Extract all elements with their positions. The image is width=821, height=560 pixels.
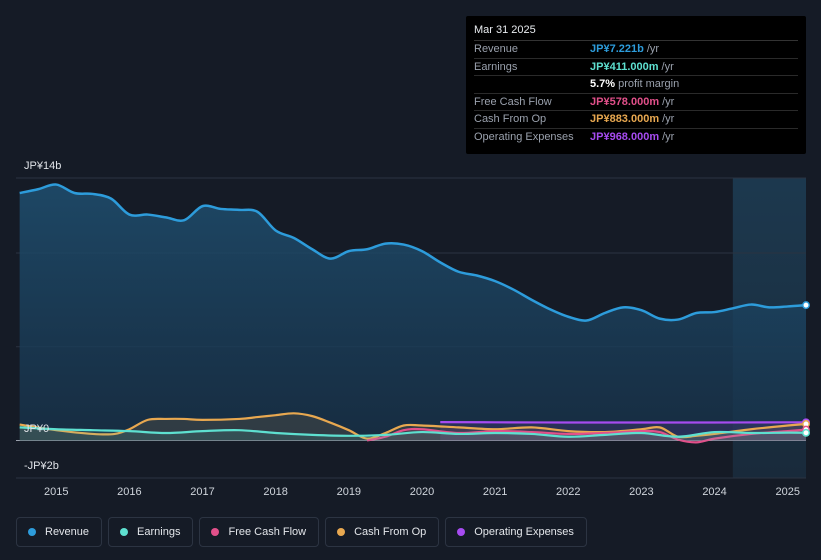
earnings-dot-icon bbox=[120, 528, 129, 536]
earnings-endpoint bbox=[802, 428, 810, 437]
tooltip-row-cash-from-op: Cash From Op JP¥883.000m /yr bbox=[474, 111, 798, 129]
tooltip-value: 5.7% bbox=[590, 78, 616, 91]
free-cash-flow-line bbox=[366, 427, 807, 444]
tooltip-unit: /yr bbox=[661, 60, 674, 73]
tooltip-label: Revenue bbox=[474, 43, 519, 56]
legend: Revenue Earnings Free Cash Flow Cash Fro… bbox=[16, 517, 587, 547]
tooltip-row-revenue: Revenue JP¥7.221b /yr bbox=[474, 41, 798, 59]
tooltip-value: JP¥411.000m bbox=[590, 60, 659, 73]
x-tick-label: 2025 bbox=[775, 486, 799, 498]
operating-expenses-dot-icon bbox=[457, 528, 466, 536]
x-tick-label: 2019 bbox=[337, 486, 361, 498]
tooltip-label: Operating Expenses bbox=[474, 130, 574, 143]
legend-item-revenue[interactable]: Revenue bbox=[16, 517, 103, 547]
x-tick-label: 2016 bbox=[117, 486, 141, 498]
tooltip-value: JP¥883.000m bbox=[590, 113, 660, 126]
x-tick-label: 2023 bbox=[629, 486, 653, 498]
tooltip-value: JP¥7.221b bbox=[590, 43, 644, 56]
tooltip: Mar 31 2025 Revenue JP¥7.221b /yr Earnin… bbox=[466, 16, 806, 154]
tooltip-unit: /yr bbox=[646, 43, 660, 56]
y-tick-label-zero: JP¥0 bbox=[24, 423, 50, 435]
tooltip-unit: /yr bbox=[662, 113, 675, 126]
legend-label: Operating Expenses bbox=[474, 526, 574, 538]
tooltip-value: JP¥968.000m bbox=[590, 130, 660, 143]
tooltip-date: Mar 31 2025 bbox=[474, 23, 798, 41]
cash-from-op-dot-icon bbox=[337, 528, 346, 536]
x-tick-label: 2015 bbox=[44, 486, 68, 498]
x-tick-label: 2024 bbox=[702, 486, 726, 498]
tooltip-label: Cash From Op bbox=[474, 113, 547, 126]
legend-item-earnings[interactable]: Earnings bbox=[108, 517, 194, 547]
legend-label: Earnings bbox=[137, 526, 181, 538]
tooltip-row-profit-margin: 5.7% profit margin bbox=[474, 76, 798, 94]
legend-item-free-cash-flow[interactable]: Free Cash Flow bbox=[199, 517, 320, 547]
y-tick-label-top: JP¥14b bbox=[24, 160, 62, 172]
x-tick-label: 2022 bbox=[556, 486, 580, 498]
tooltip-unit: profit margin bbox=[618, 78, 680, 91]
tooltip-row-earnings: Earnings JP¥411.000m /yr bbox=[474, 59, 798, 76]
x-tick-label: 2017 bbox=[190, 486, 214, 498]
legend-label: Cash From Op bbox=[354, 526, 427, 538]
revenue-area bbox=[19, 184, 806, 441]
x-tick-label: 2018 bbox=[263, 486, 287, 498]
revenue-endpoint bbox=[802, 301, 810, 310]
tooltip-label: Free Cash Flow bbox=[474, 95, 552, 108]
tooltip-row-free-cash-flow: Free Cash Flow JP¥578.000m /yr bbox=[474, 94, 798, 111]
earnings-line bbox=[19, 426, 807, 438]
x-tick-label: 2021 bbox=[483, 486, 507, 498]
legend-item-operating-expenses[interactable]: Operating Expenses bbox=[445, 517, 587, 547]
legend-label: Revenue bbox=[45, 526, 90, 538]
tooltip-label: Earnings bbox=[474, 60, 518, 73]
revenue-line bbox=[19, 183, 807, 322]
revenue-dot-icon bbox=[28, 528, 36, 536]
x-tick-label: 2020 bbox=[410, 486, 434, 498]
free-cash-flow-dot-icon bbox=[211, 528, 220, 536]
tooltip-row-operating-expenses: Operating Expenses JP¥968.000m /yr bbox=[474, 129, 798, 146]
tooltip-unit: /yr bbox=[662, 130, 675, 143]
cash-from-op-line bbox=[19, 412, 807, 440]
tooltip-unit: /yr bbox=[662, 95, 675, 108]
legend-label: Free Cash Flow bbox=[228, 526, 307, 538]
tooltip-value: JP¥578.000m bbox=[590, 95, 660, 108]
legend-item-cash-from-op[interactable]: Cash From Op bbox=[325, 517, 440, 547]
y-tick-label-bottom: -JP¥2b bbox=[24, 460, 59, 472]
